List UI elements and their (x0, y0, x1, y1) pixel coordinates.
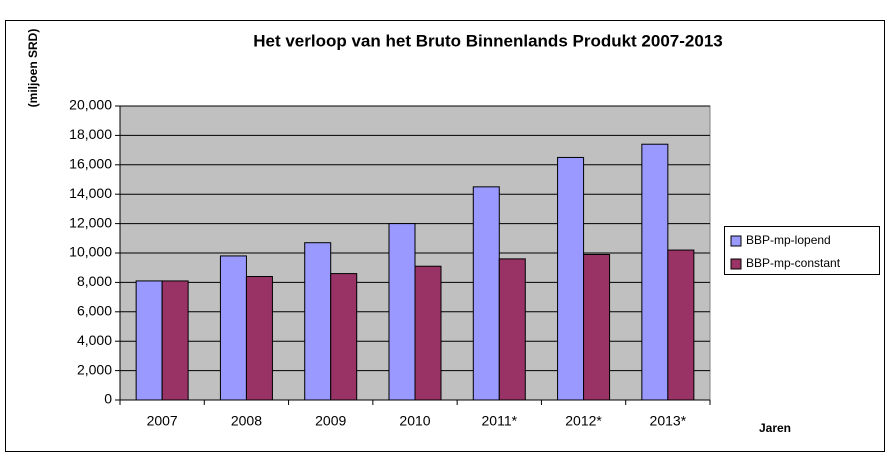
legend-box (724, 226, 880, 275)
y-tick-label: 6,000 (77, 303, 112, 319)
legend-label: BBP-mp-lopend (746, 233, 831, 247)
bar (583, 253, 611, 401)
y-tick-label: 18,000 (69, 126, 112, 142)
bar (135, 280, 163, 401)
y-tick-label: 2,000 (77, 361, 112, 377)
bar (330, 273, 358, 401)
bar (245, 276, 273, 401)
y-tick-label: 4,000 (77, 332, 112, 348)
bar (498, 258, 526, 401)
bar (388, 223, 416, 401)
bar (641, 143, 669, 401)
bar (414, 265, 442, 401)
legend-label: BBP-mp-constant (746, 256, 841, 270)
x-tick-label: 2007 (147, 413, 178, 429)
x-tick-label: 2010 (399, 413, 430, 429)
x-tick-label: 2011* (482, 413, 518, 429)
x-tick-label: 2012* (565, 413, 602, 429)
legend-swatch (730, 235, 742, 247)
y-tick-label: 20,000 (69, 97, 112, 113)
legend-swatch (730, 258, 742, 270)
x-tick-label: 2008 (231, 413, 262, 429)
bar (472, 186, 500, 401)
y-tick-label: 10,000 (69, 244, 112, 260)
x-tick-label: 2009 (315, 413, 346, 429)
chart-title: Het verloop van het Bruto Binnenlands Pr… (253, 31, 723, 50)
bar (161, 280, 189, 401)
y-tick-label: 0 (104, 391, 112, 407)
bar (557, 156, 585, 401)
y-tick-label: 16,000 (69, 156, 112, 172)
y-tick-label: 12,000 (69, 214, 112, 230)
y-tick-label: 14,000 (69, 185, 112, 201)
bar (219, 255, 247, 401)
x-axis-label: Jaren (759, 421, 791, 435)
bar (304, 242, 332, 401)
y-axis-label: (miljoen SRD) (26, 29, 40, 108)
bar (667, 249, 695, 401)
x-tick-label: 2013* (650, 413, 687, 429)
y-tick-label: 8,000 (77, 273, 112, 289)
